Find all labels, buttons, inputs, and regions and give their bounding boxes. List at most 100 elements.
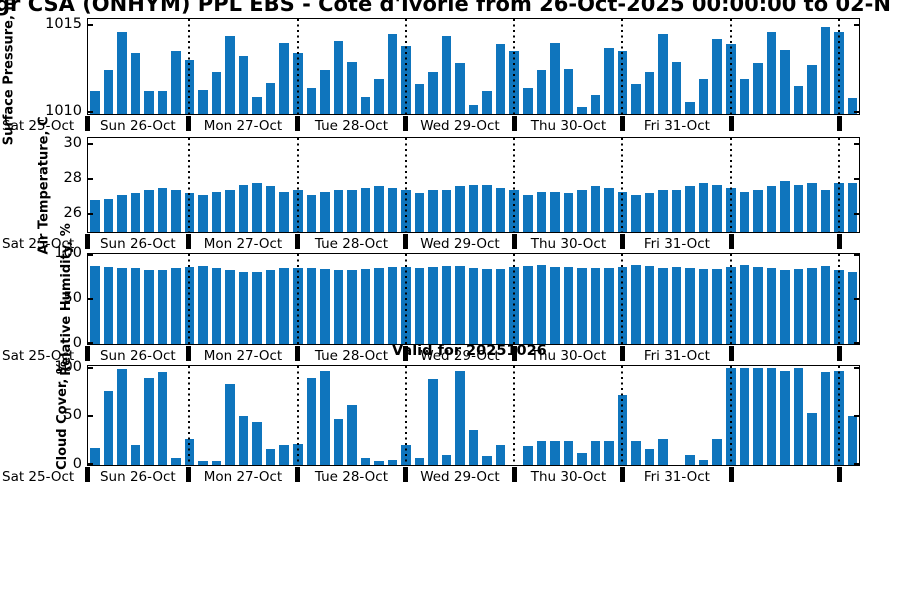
- bar: [563, 440, 574, 465]
- bars-container: [88, 254, 859, 344]
- figure-title: gr CSA (ONHYM) PPL EBS - Cote d'Ivorie f…: [0, 0, 891, 16]
- bar: [171, 458, 181, 465]
- y-tick-label: 100: [54, 245, 82, 261]
- bar: [387, 266, 398, 344]
- bar: [211, 72, 222, 114]
- bar: [333, 270, 344, 344]
- bar: [536, 440, 547, 465]
- x-day-label: Fri 31-Oct: [643, 236, 710, 252]
- x-tick-mark: [186, 467, 192, 482]
- bar: [198, 461, 208, 465]
- plot-area-cloud: 0 50 100: [54, 360, 860, 471]
- day-boundary-line: [837, 138, 840, 232]
- y-tick-mark: [854, 24, 859, 26]
- bar: [414, 84, 425, 114]
- x-day-label: Fri 31-Oct: [643, 348, 710, 364]
- bar: [103, 198, 114, 232]
- bar: [117, 195, 127, 232]
- bar: [90, 447, 100, 465]
- bar: [130, 53, 141, 114]
- bar: [739, 191, 750, 232]
- bar: [631, 440, 641, 465]
- bar: [793, 367, 804, 465]
- x-tick-mark: [620, 234, 626, 249]
- y-tick-label: 30: [63, 135, 82, 152]
- bar: [238, 56, 249, 114]
- bar: [171, 267, 181, 344]
- bar: [658, 267, 668, 344]
- bar: [130, 444, 141, 465]
- bar: [753, 367, 763, 465]
- bar: [658, 438, 668, 465]
- plot-area-humidity: 0 50 100: [54, 246, 860, 350]
- bar: [211, 191, 222, 232]
- day-boundary-line: [729, 19, 732, 114]
- bar: [550, 440, 560, 465]
- bar: [495, 444, 506, 465]
- bar: [793, 86, 804, 114]
- bar: [428, 189, 438, 232]
- bar: [428, 266, 438, 344]
- bar: [238, 184, 249, 232]
- day-boundary-line: [837, 19, 840, 114]
- bar: [90, 265, 100, 344]
- bar: [793, 269, 804, 344]
- y-tick-label: 1010: [45, 103, 82, 120]
- bar: [495, 269, 506, 344]
- bar: [414, 267, 425, 344]
- bar: [685, 101, 695, 114]
- day-boundary-line: [188, 366, 191, 465]
- y-tick-mark: [88, 213, 93, 216]
- bar: [807, 412, 817, 465]
- bar: [455, 370, 465, 465]
- bar: [211, 268, 222, 344]
- day-boundary-line: [729, 366, 732, 465]
- bar: [130, 193, 141, 232]
- y-tick-mark: [854, 463, 859, 465]
- bar: [265, 448, 276, 465]
- bar: [604, 188, 614, 232]
- bar: [225, 189, 235, 232]
- bar: [793, 184, 804, 232]
- day-boundary-line: [404, 138, 407, 232]
- bars-container: [88, 366, 859, 465]
- bar: [807, 267, 817, 344]
- x-day-label: Tue 28-Oct: [314, 236, 388, 252]
- bar: [144, 189, 154, 232]
- bar: [780, 49, 790, 114]
- bar: [468, 268, 479, 344]
- bar: [604, 47, 614, 114]
- bar: [103, 70, 114, 114]
- x-tick-mark: [837, 467, 843, 482]
- bar: [820, 371, 831, 465]
- x-tick-mark: [84, 467, 90, 482]
- bar: [780, 181, 790, 232]
- bar: [117, 368, 127, 465]
- day-boundary-line: [837, 366, 840, 465]
- bar: [333, 419, 344, 465]
- x-tick-mark: [620, 467, 626, 482]
- bar: [685, 455, 695, 465]
- x-tick-mark: [728, 346, 734, 361]
- bar: [671, 189, 682, 232]
- y-tick-mark: [854, 415, 859, 418]
- bar: [347, 189, 357, 232]
- bar: [550, 42, 560, 114]
- bar: [644, 265, 655, 344]
- y-tick-mark: [88, 178, 93, 180]
- bar: [306, 87, 317, 114]
- x-axis-row-temperature: Sat 25-Oct Sun 26-Oct Mon 27-Oct Tue 28-Oct…: [0, 234, 900, 252]
- bar: [90, 200, 100, 232]
- x-tick-mark: [728, 467, 734, 482]
- y-tick-mark: [854, 111, 859, 113]
- bar: [482, 269, 492, 344]
- x-tick-mark: [620, 346, 626, 361]
- x-tick-mark: [511, 234, 517, 249]
- bar: [360, 188, 371, 232]
- bar: [658, 33, 668, 114]
- y-tick-mark: [88, 143, 93, 145]
- bar: [590, 94, 601, 114]
- bar: [225, 270, 235, 344]
- bar: [780, 270, 790, 344]
